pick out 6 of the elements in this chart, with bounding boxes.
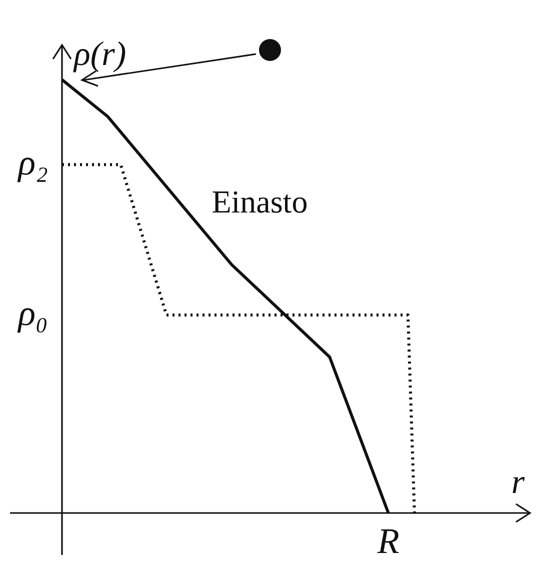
series-label: Einasto: [212, 184, 308, 220]
text: ρ₂: [17, 142, 48, 183]
text: R: [376, 521, 400, 561]
text: ρ₀: [17, 292, 48, 333]
y-axis-title: ρ(r): [73, 36, 126, 73]
x-axis-title: r: [511, 464, 526, 501]
